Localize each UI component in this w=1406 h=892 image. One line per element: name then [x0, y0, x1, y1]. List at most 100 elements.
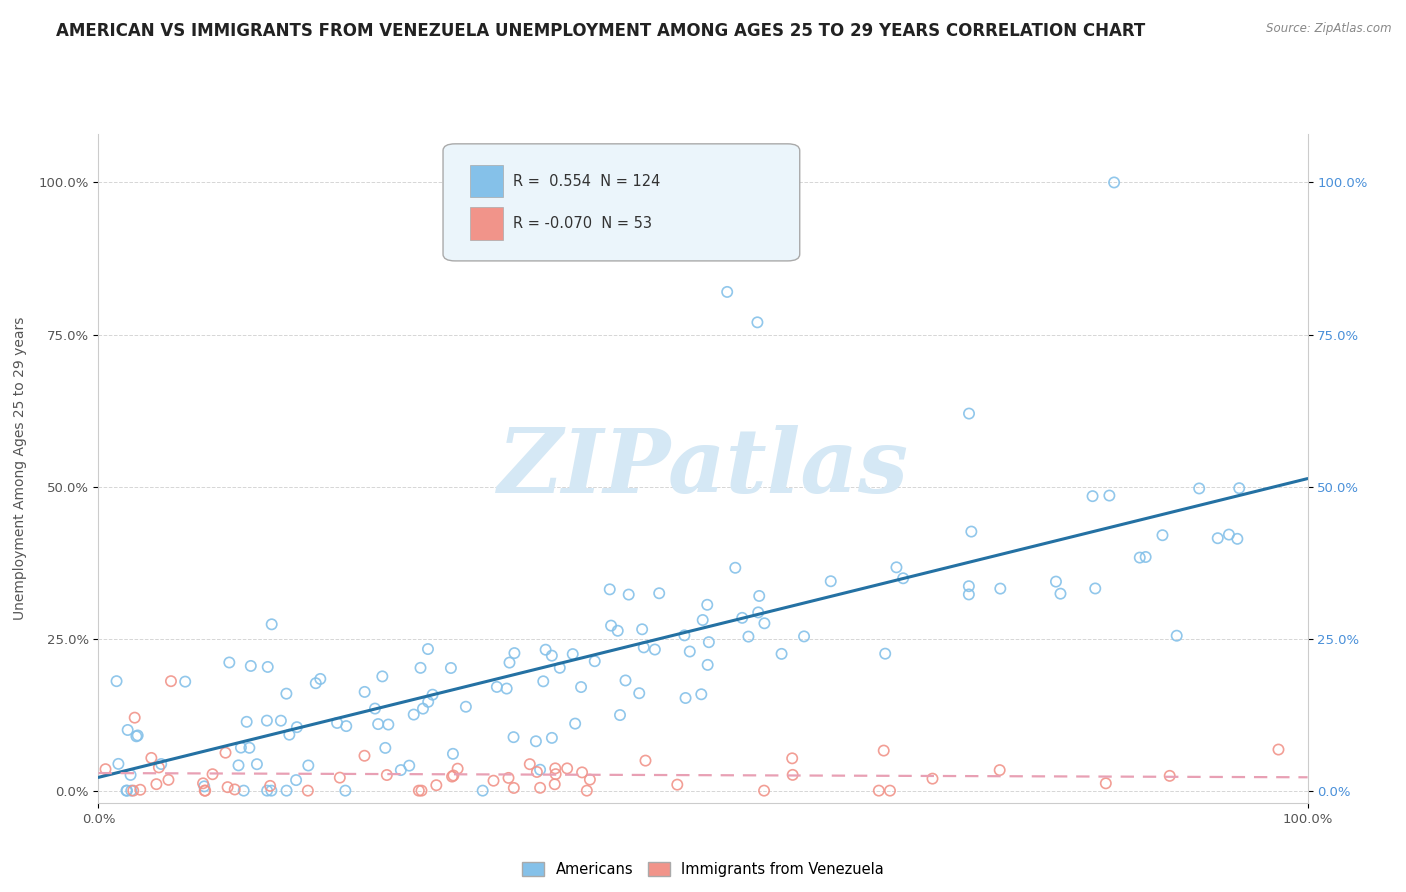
Point [1081, 489, 1104, 503]
Point [124, 711, 146, 725]
Point [747, 315, 769, 329]
Point [529, 780, 551, 795]
Point [679, 644, 702, 658]
Point [122, 783, 145, 797]
Point [1206, 531, 1229, 545]
Point [498, 656, 520, 670]
Point [1045, 574, 1067, 589]
Point [276, 687, 298, 701]
Point [1098, 489, 1121, 503]
Point [120, 768, 142, 782]
Point [666, 778, 689, 792]
Point [353, 748, 375, 763]
Point [921, 772, 943, 786]
Point [690, 687, 713, 701]
Point [1102, 176, 1125, 190]
FancyBboxPatch shape [470, 208, 503, 240]
Point [276, 783, 298, 797]
Point [371, 669, 394, 683]
Point [105, 674, 128, 689]
Point [256, 714, 278, 728]
Point [696, 598, 718, 612]
Point [634, 754, 657, 768]
Point [534, 642, 557, 657]
Point [329, 771, 352, 785]
Point [482, 773, 505, 788]
Point [232, 783, 254, 797]
Point [141, 751, 163, 765]
Point [94, 762, 117, 776]
Point [886, 560, 908, 574]
Point [544, 767, 567, 781]
Point [246, 757, 269, 772]
Point [752, 783, 775, 797]
Point [529, 763, 551, 777]
Point [782, 768, 804, 782]
Point [957, 579, 980, 593]
Point [224, 782, 246, 797]
Point [214, 746, 236, 760]
Point [238, 740, 260, 755]
FancyBboxPatch shape [443, 144, 800, 261]
Text: ZIPatlas: ZIPatlas [498, 425, 908, 511]
Point [260, 783, 283, 797]
Point [228, 758, 250, 772]
Point [174, 674, 197, 689]
Point [561, 647, 583, 661]
Point [544, 777, 567, 791]
Point [697, 635, 720, 649]
Point [485, 680, 508, 694]
Point [891, 571, 914, 585]
Point [579, 772, 602, 787]
Point [519, 757, 541, 772]
Point [107, 756, 129, 771]
Point [278, 728, 301, 742]
Point [297, 758, 319, 772]
Point [1159, 769, 1181, 783]
Point [446, 762, 468, 776]
Point [335, 719, 357, 733]
Point [412, 701, 434, 715]
Point [716, 285, 738, 299]
Point [364, 701, 387, 715]
Point [201, 767, 224, 781]
Point [129, 782, 152, 797]
Point [526, 764, 548, 779]
Point [441, 747, 464, 761]
Point [957, 587, 980, 601]
Point [309, 672, 332, 686]
Text: AMERICAN VS IMMIGRANTS FROM VENEZUELA UNEMPLOYMENT AMONG AGES 25 TO 29 YEARS COR: AMERICAN VS IMMIGRANTS FROM VENEZUELA UN… [56, 22, 1146, 40]
Point [256, 660, 278, 674]
Point [737, 630, 759, 644]
Point [675, 690, 697, 705]
Point [416, 642, 439, 657]
Point [988, 582, 1011, 596]
Point [617, 588, 640, 602]
Point [793, 629, 815, 643]
Point [239, 659, 262, 673]
Point [628, 686, 651, 700]
Point [326, 715, 349, 730]
Point [1084, 582, 1107, 596]
Point [502, 780, 524, 795]
Point [1129, 550, 1152, 565]
Point [1227, 481, 1250, 495]
Point [600, 618, 623, 632]
Point [117, 723, 139, 737]
Point [780, 751, 803, 765]
Point [571, 765, 593, 780]
Point [353, 685, 375, 699]
Point [754, 616, 776, 631]
Point [873, 743, 896, 757]
Point [503, 646, 526, 660]
Text: Source: ZipAtlas.com: Source: ZipAtlas.com [1267, 22, 1392, 36]
Point [644, 642, 666, 657]
Point [1095, 776, 1118, 790]
Point [724, 561, 747, 575]
Point [285, 720, 308, 734]
Point [540, 648, 562, 663]
Point [957, 407, 980, 421]
Point [157, 772, 180, 787]
Point [235, 714, 257, 729]
Point [820, 574, 842, 589]
